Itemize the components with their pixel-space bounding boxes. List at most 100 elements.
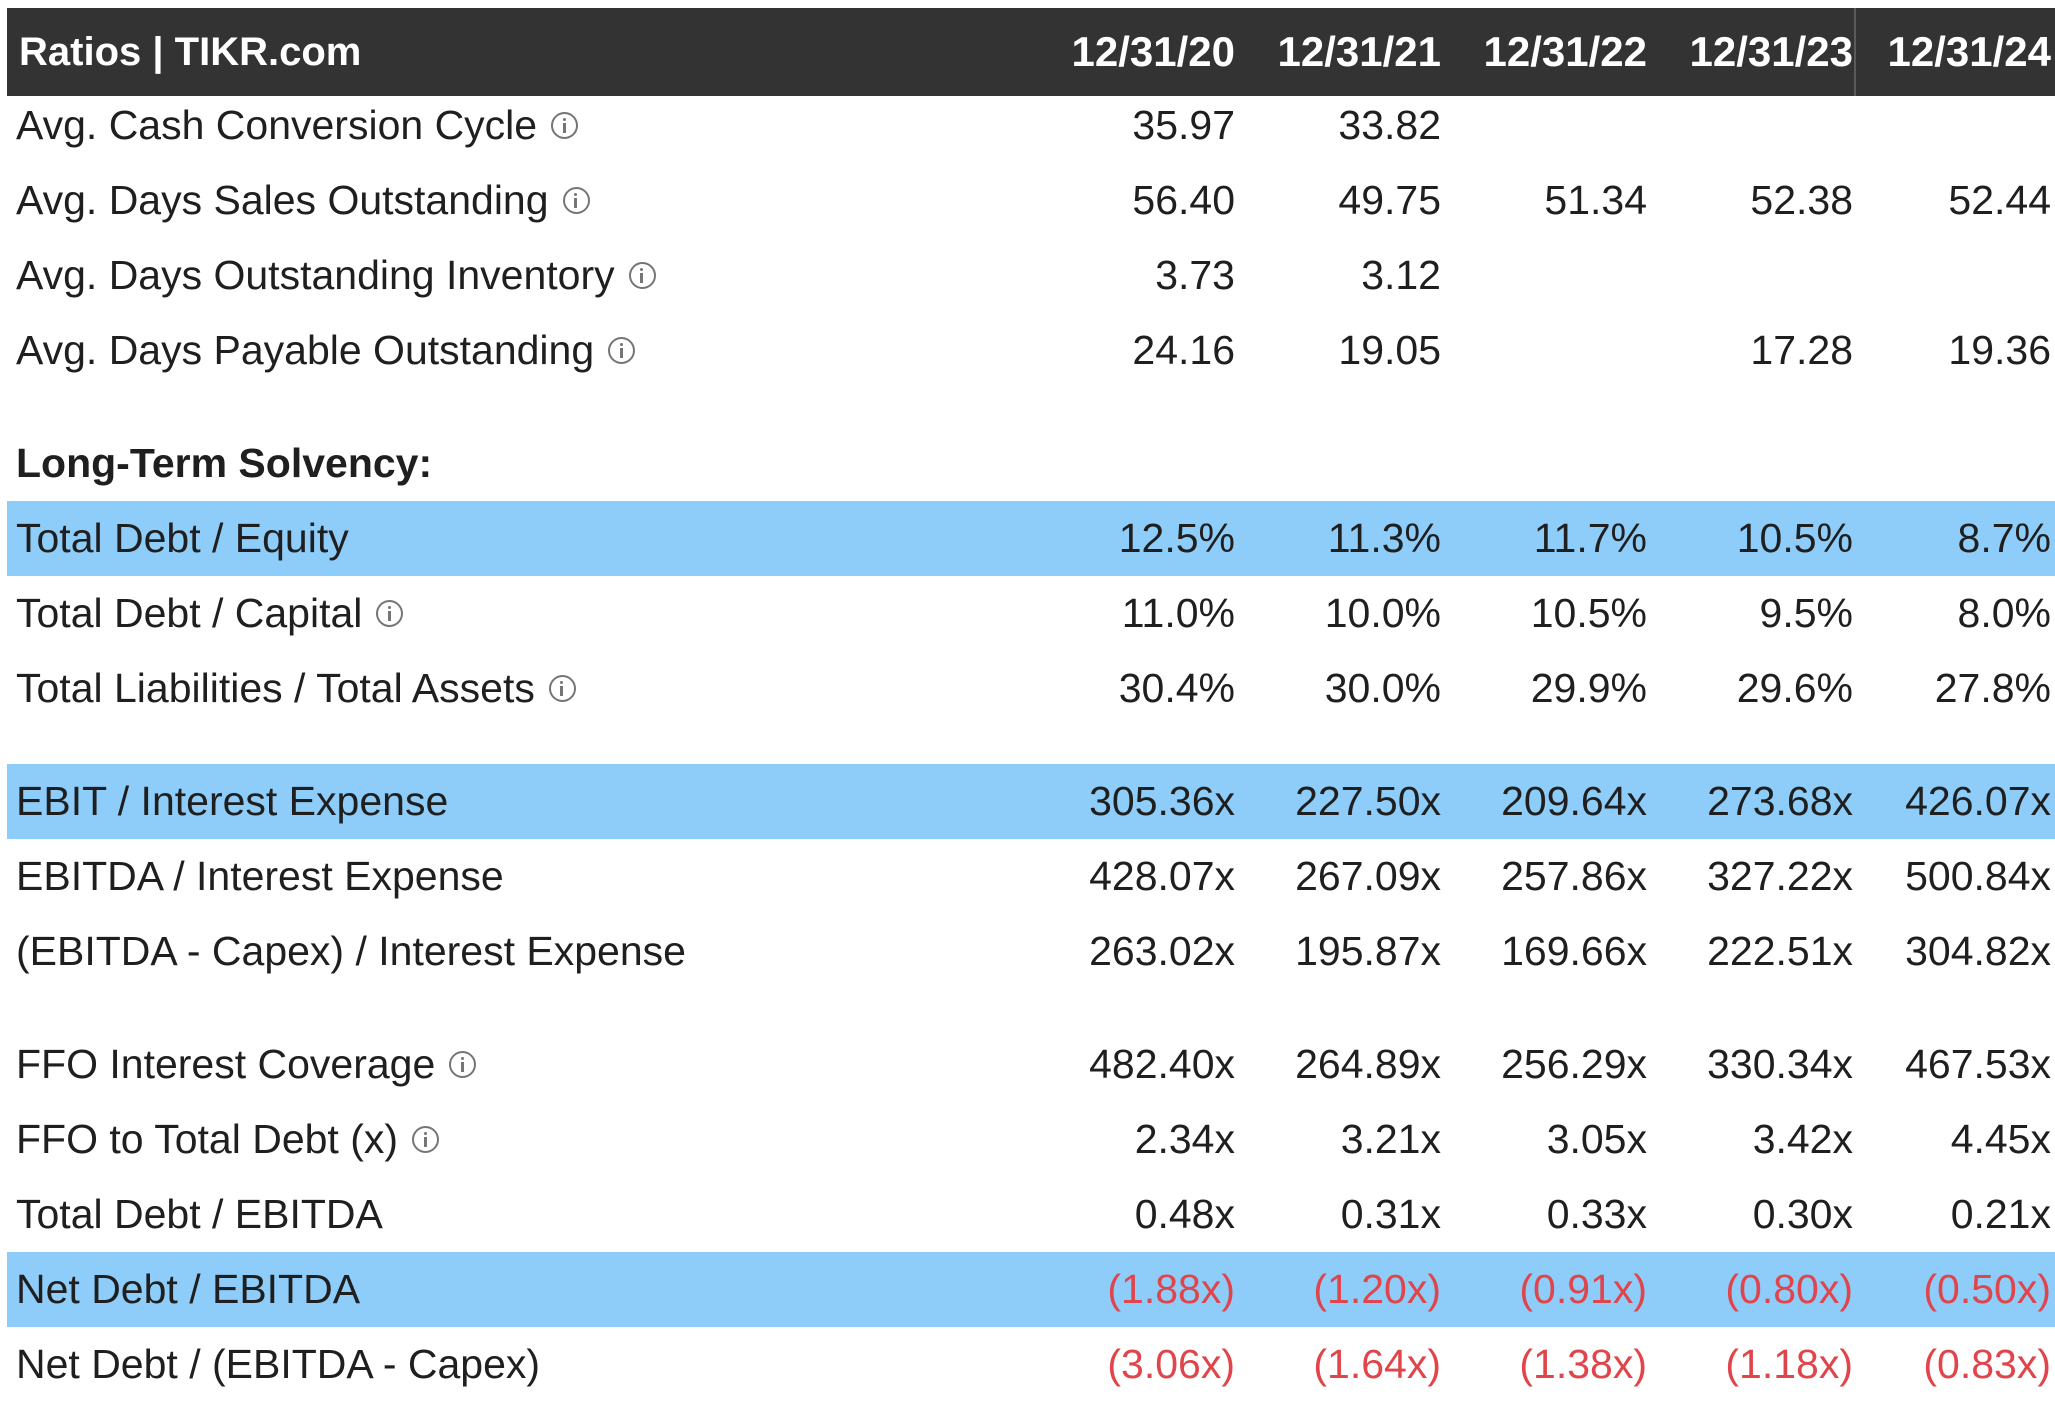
cell-value: 11.7%	[1533, 515, 1647, 561]
cell-value: 10.5%	[1736, 515, 1853, 561]
row-label: Avg. Days Payable Outstanding	[16, 313, 636, 388]
cell-value: 10.5%	[1530, 590, 1647, 636]
cell-value: 267.09x	[1295, 853, 1441, 899]
cell-value: (0.80x)	[1725, 1266, 1853, 1312]
cell-value: 3.21x	[1340, 1116, 1441, 1162]
cell-value: 305.36x	[1089, 778, 1235, 824]
row-label: (EBITDA - Capex) / Interest Expense	[16, 914, 686, 989]
row-label-text: FFO Interest Coverage	[16, 1041, 436, 1087]
table-row: Total Liabilities / Total Assets 30.4% 30.…	[7, 651, 2055, 726]
cell-value: 4.45x	[1950, 1116, 2051, 1162]
cell-value: 10.0%	[1324, 590, 1441, 636]
column-header-date[interactable]: 12/31/23	[1689, 28, 1854, 75]
cell-value: 3.42x	[1752, 1116, 1853, 1162]
row-label-text: EBIT / Interest Expense	[16, 778, 449, 824]
cell-value: 428.07x	[1089, 853, 1235, 899]
row-label-text: Total Debt / Equity	[16, 515, 349, 561]
cell-value: 327.22x	[1707, 853, 1853, 899]
table-row: (EBITDA - Capex) / Interest Expense 263.0…	[7, 914, 2055, 989]
row-label-text: FFO to Total Debt (x)	[16, 1116, 399, 1162]
cell-value: 49.75	[1338, 177, 1441, 223]
column-header-date[interactable]: 12/31/22	[1483, 28, 1648, 75]
row-label: EBIT / Interest Expense	[16, 764, 448, 839]
cell-value: 8.7%	[1957, 515, 2051, 561]
info-icon[interactable]	[548, 674, 576, 702]
cell-value: 52.44	[1948, 177, 2051, 223]
cell-value: 19.36	[1948, 327, 2051, 373]
info-icon[interactable]	[628, 261, 656, 289]
info-icon[interactable]	[551, 111, 579, 139]
cell-value: 330.34x	[1707, 1041, 1853, 1087]
row-label-text: Long-Term Solvency:	[16, 440, 433, 486]
row-label-text: Net Debt / (EBITDA - Capex)	[16, 1341, 541, 1387]
cell-value: 11.0%	[1121, 590, 1235, 636]
cell-value: (0.83x)	[1923, 1341, 2051, 1387]
row-label-text: Avg. Days Sales Outstanding	[16, 177, 549, 223]
info-icon[interactable]	[608, 336, 636, 364]
table-row: Total Debt / EBITDA 0.48x 0.31x 0.33x 0.30x 0…	[7, 1177, 2055, 1252]
info-icon[interactable]	[412, 1125, 440, 1153]
table-row: FFO to Total Debt (x) 2.34x 3.21x 3.05x 3.42…	[7, 1102, 2055, 1177]
cell-value: 467.53x	[1905, 1041, 2051, 1087]
cell-value: 273.68x	[1707, 778, 1853, 824]
table-row: Net Debt / EBITDA (1.88x) (1.20x) (0.91x) (0…	[7, 1252, 2055, 1327]
column-header-date[interactable]: 12/31/21	[1277, 28, 1442, 75]
row-label: Avg. Days Outstanding Inventory	[16, 238, 656, 313]
row-label-text: (EBITDA - Capex) / Interest Expense	[16, 928, 686, 974]
cell-value: 29.6%	[1736, 665, 1853, 711]
column-header-date[interactable]: 12/31/24	[1887, 28, 2052, 75]
cell-value: 3.12	[1361, 252, 1441, 298]
row-label: Net Debt / EBITDA	[16, 1252, 360, 1327]
section-label: Long-Term Solvency:	[16, 426, 432, 501]
cell-value: 256.29x	[1501, 1041, 1647, 1087]
cell-value: 29.9%	[1530, 665, 1647, 711]
cell-value: 263.02x	[1089, 928, 1235, 974]
table-row: EBITDA / Interest Expense 428.07x 267.09x 2…	[7, 839, 2055, 914]
cell-value: 0.48x	[1134, 1191, 1235, 1237]
cell-value: 27.8%	[1934, 665, 2051, 711]
row-label: EBITDA / Interest Expense	[16, 839, 504, 914]
table-row: Avg. Days Payable Outstanding 24.16 19.05 1…	[7, 313, 2055, 388]
row-label: FFO Interest Coverage	[16, 1027, 477, 1102]
info-icon[interactable]	[376, 599, 404, 627]
info-icon[interactable]	[449, 1050, 477, 1078]
cell-value: 52.38	[1750, 177, 1853, 223]
table-row: Avg. Days Sales Outstanding 56.40 49.75 51.…	[7, 163, 2055, 238]
cell-value: (1.20x)	[1313, 1266, 1441, 1312]
cell-value: 11.3%	[1327, 515, 1441, 561]
row-label-text: EBITDA / Interest Expense	[16, 853, 504, 899]
cell-value: 195.87x	[1295, 928, 1441, 974]
row-label: Avg. Cash Conversion Cycle	[16, 88, 579, 163]
table-row: EBIT / Interest Expense 305.36x 227.50x 209…	[7, 764, 2055, 839]
cell-value: 33.82	[1338, 102, 1441, 148]
cell-value: 9.5%	[1759, 590, 1853, 636]
cell-value: (1.18x)	[1725, 1341, 1853, 1387]
cell-value: 257.86x	[1501, 853, 1647, 899]
cell-value: 0.33x	[1546, 1191, 1647, 1237]
row-label-text: Total Liabilities / Total Assets	[16, 665, 535, 711]
column-header-date[interactable]: 12/31/20	[1071, 28, 1236, 75]
cell-value: (0.50x)	[1923, 1266, 2051, 1312]
row-label: Total Debt / Equity	[16, 501, 349, 576]
cell-value: 169.66x	[1501, 928, 1647, 974]
cell-value: (0.91x)	[1519, 1266, 1647, 1312]
row-label: Net Debt / (EBITDA - Capex)	[16, 1327, 540, 1402]
cell-value: 426.07x	[1905, 778, 2051, 824]
cell-value: 222.51x	[1707, 928, 1853, 974]
cell-value: 209.64x	[1501, 778, 1647, 824]
row-label: Total Liabilities / Total Assets	[16, 651, 576, 726]
cell-value: 12.5%	[1118, 515, 1235, 561]
row-label-text: Avg. Days Outstanding Inventory	[16, 252, 615, 298]
row-label-text: Avg. Days Payable Outstanding	[16, 327, 595, 373]
cell-value: 0.31x	[1340, 1191, 1441, 1237]
cell-value: 56.40	[1132, 177, 1235, 223]
row-label: Total Debt / EBITDA	[16, 1177, 383, 1252]
row-label: Total Debt / Capital	[16, 576, 404, 651]
table-row: Avg. Cash Conversion Cycle 35.97 33.82	[7, 88, 2055, 163]
column-divider	[1854, 8, 1856, 96]
table-row: Total Debt / Capital 11.0% 10.0% 10.5% 9.5% 8…	[7, 576, 2055, 651]
info-icon[interactable]	[562, 186, 590, 214]
table-row: FFO Interest Coverage 482.40x 264.89x 256.2…	[7, 1027, 2055, 1102]
cell-value: 51.34	[1544, 177, 1647, 223]
